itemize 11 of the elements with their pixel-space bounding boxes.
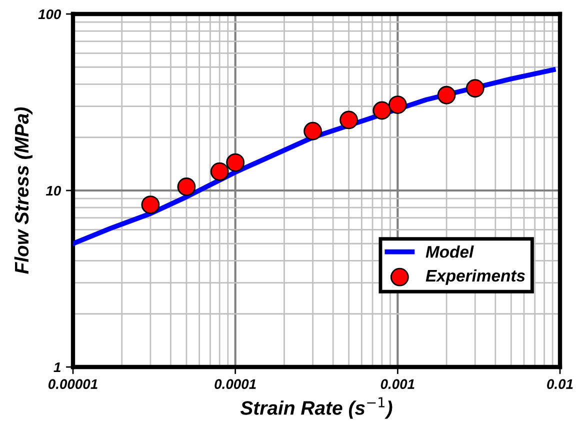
y-axis-title: Flow Stress (MPa) (14, 107, 32, 274)
y-tick-label: 100 (38, 9, 62, 20)
x-axis-title: Strain Rate (s$^{−1}$) (240, 397, 392, 419)
legend-label: Experiments (426, 269, 525, 285)
x-tick-label: 0.001 (380, 379, 414, 390)
y-tick-label: 1 (54, 362, 60, 372)
x-tick-label: 0.01 (547, 379, 573, 390)
y-tick-label: 10 (46, 186, 62, 196)
legend-label: Model (426, 246, 474, 258)
x-tick-label: 0.00001 (48, 379, 98, 390)
x-tick-label: 0.0001 (214, 379, 256, 390)
